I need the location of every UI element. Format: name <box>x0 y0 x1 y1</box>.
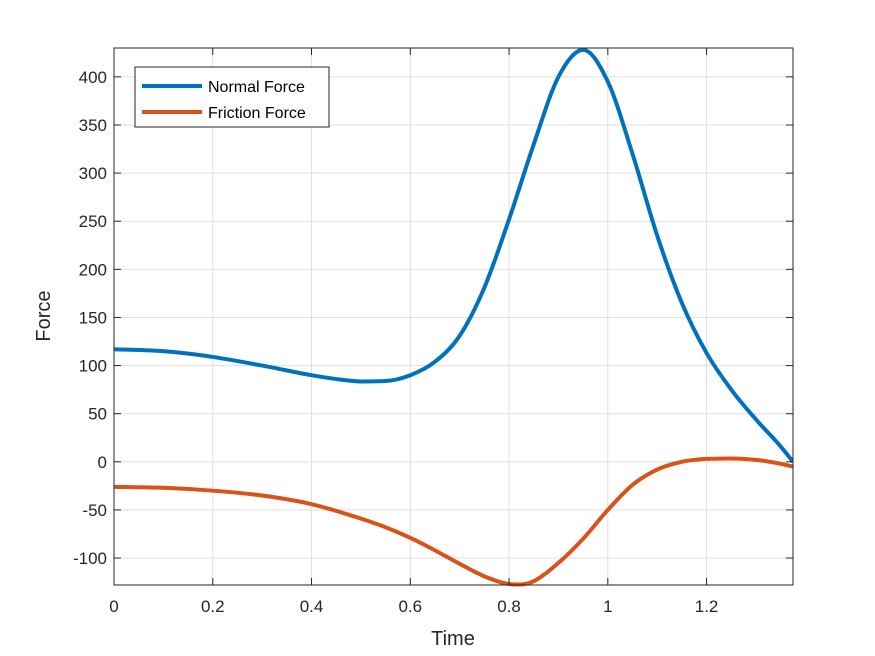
x-tick-label: 0 <box>109 597 118 616</box>
y-tick-label: 100 <box>79 357 107 376</box>
plot-area <box>114 48 793 585</box>
legend-box <box>134 66 330 128</box>
series-line-normal-force <box>114 47 793 464</box>
y-tick-label: 350 <box>79 116 107 135</box>
legend-label-friction-force: Friction Force <box>208 105 306 122</box>
y-tick-label: -50 <box>82 501 107 520</box>
y-tick-label: 50 <box>88 405 107 424</box>
y-axis-label: Force <box>33 290 55 341</box>
legend-label-normal-force: Normal Force <box>208 79 305 96</box>
y-tick-label: -100 <box>73 549 107 568</box>
legend: Normal Force Friction Force <box>134 66 330 128</box>
x-axis-label: Time <box>431 628 475 650</box>
x-tick-label: 1.2 <box>695 597 719 616</box>
y-tick-label: 250 <box>79 212 107 231</box>
y-tick-label: 400 <box>79 68 107 87</box>
y-tick-label: 300 <box>79 164 107 183</box>
y-tick-label: 0 <box>98 453 107 472</box>
x-tick-label: 1 <box>603 597 612 616</box>
axis-ticks: 0 0.2 0.4 0.6 0.8 1 1.2 -100 -50 0 50 100 150 200 250 3… <box>73 48 793 616</box>
x-tick-label: 0.8 <box>497 597 521 616</box>
y-tick-label: 150 <box>79 308 107 327</box>
x-tick-label: 0.2 <box>201 597 225 616</box>
x-tick-label: 0.6 <box>398 597 422 616</box>
plot-border <box>113 47 794 586</box>
x-tick-label: 0.4 <box>300 597 324 616</box>
y-tick-label: 200 <box>79 260 107 279</box>
